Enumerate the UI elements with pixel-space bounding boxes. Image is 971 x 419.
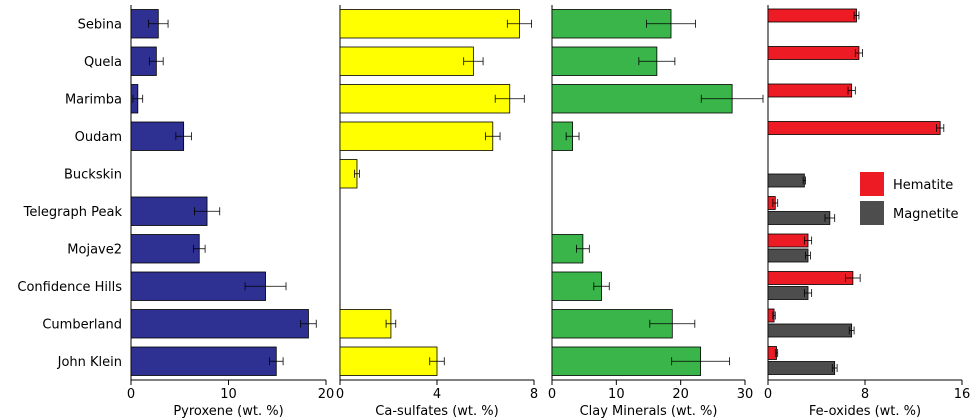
bar (767, 121, 941, 135)
category-label: Marimba (65, 92, 122, 107)
bar (339, 9, 520, 39)
x-tick-label: 0 (336, 387, 344, 402)
panel-2: 0 4 8 Ca-sulfates (wt. %) (336, 5, 538, 419)
bar (767, 271, 854, 285)
bar (130, 346, 277, 376)
x-axis-title: Fe-oxides (wt. %) (809, 404, 921, 419)
x-tick-label: 0 (764, 387, 772, 402)
x-tick-label: 0 (127, 387, 135, 402)
bar (551, 234, 584, 264)
legend-swatch (860, 172, 884, 196)
category-label: Telegraph Peak (23, 205, 123, 220)
x-axis-title: Pyroxene (wt. %) (173, 404, 283, 419)
x-axis-title: Ca-sulfates (wt. %) (375, 404, 498, 419)
bar (130, 271, 266, 301)
bar (767, 83, 853, 98)
bar (339, 84, 511, 114)
x-tick-label: 4 (433, 387, 441, 402)
legend-label: Hematite (893, 178, 953, 193)
bar (767, 8, 857, 23)
bar (767, 323, 853, 338)
x-tick-label: 10 (608, 387, 625, 402)
bar (767, 361, 836, 375)
category-labels: Sebina Quela Marimba Oudam Buckskin Telegraph… (17, 17, 122, 370)
category-label: Buckskin (64, 167, 122, 182)
x-tick-label: 20 (318, 387, 335, 402)
bar (767, 46, 860, 60)
bar (767, 211, 831, 225)
category-label: Confidence Hills (17, 280, 122, 295)
bar (130, 121, 185, 151)
category-label: Cumberland (42, 317, 122, 332)
bar (339, 309, 392, 339)
x-tick-label: 16 (954, 387, 971, 402)
legend-label: Magnetite (893, 207, 958, 222)
bar (339, 46, 474, 76)
x-tick-label: 30 (737, 387, 754, 402)
x-tick-label: 10 (220, 387, 237, 402)
category-label: Quela (84, 55, 122, 70)
bar (767, 286, 809, 300)
bar (130, 309, 309, 339)
x-tick-label: 8 (530, 387, 538, 402)
bar (767, 233, 809, 248)
legend: Hematite Magnetite (860, 172, 958, 225)
bar (767, 173, 805, 188)
bar (551, 346, 702, 376)
bar (339, 346, 438, 376)
category-label: Oudam (75, 130, 122, 145)
bar (767, 248, 809, 263)
panel-1: 0 10 20 Pyroxene (wt. %) (127, 5, 334, 419)
bar (339, 121, 494, 151)
x-tick-label: 0 (548, 387, 556, 402)
bar (130, 234, 200, 264)
category-label: John Klein (57, 355, 122, 370)
bar (130, 196, 208, 226)
x-tick-label: 20 (672, 387, 689, 402)
legend-swatch (860, 201, 884, 225)
x-tick-label: 8 (861, 387, 869, 402)
panel-3: 0 10 20 30 Clay Minerals (wt. %) (548, 5, 764, 419)
category-label: Mojave2 (67, 242, 122, 257)
x-axis-title: Clay Minerals (wt. %) (580, 404, 718, 419)
category-label: Sebina (78, 17, 122, 32)
panel-4: 0 8 16 Fe-oxides (wt. %) Hematite Magnetite (764, 5, 970, 419)
